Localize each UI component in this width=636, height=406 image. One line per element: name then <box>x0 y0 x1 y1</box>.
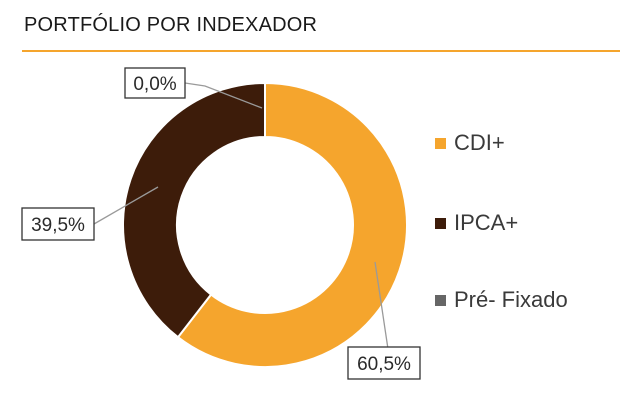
chart-title: PORTFÓLIO POR INDEXADOR <box>24 14 318 36</box>
leader-line-ipca <box>93 186 159 225</box>
data-label-box-ipca <box>21 207 95 241</box>
legend-swatch-cdi <box>435 137 446 149</box>
legend-item-pre: Pré- Fixado <box>435 287 568 313</box>
data-label-box-cdi <box>347 346 421 380</box>
slice-ipca <box>122 81 266 339</box>
legend-item-cdi: CDI+ <box>435 130 505 156</box>
data-label-cdi: 60,5% <box>357 354 411 375</box>
data-label-pre: 0,0% <box>133 74 176 95</box>
slice-cdi <box>176 81 408 368</box>
title-divider <box>22 50 620 52</box>
leader-line-cdi <box>374 261 389 350</box>
data-label-box-pre <box>124 67 186 99</box>
legend-label-ipca: IPCA+ <box>454 210 519 235</box>
legend-swatch-pre <box>435 294 446 306</box>
data-label-ipca: 39,5% <box>31 215 85 236</box>
legend-label-pre: Pré- Fixado <box>454 287 568 312</box>
legend-swatch-ipca <box>435 217 446 229</box>
legend-item-ipca: IPCA+ <box>435 210 518 236</box>
leader-line-pre <box>184 82 263 109</box>
legend-label-cdi: CDI+ <box>454 130 505 155</box>
